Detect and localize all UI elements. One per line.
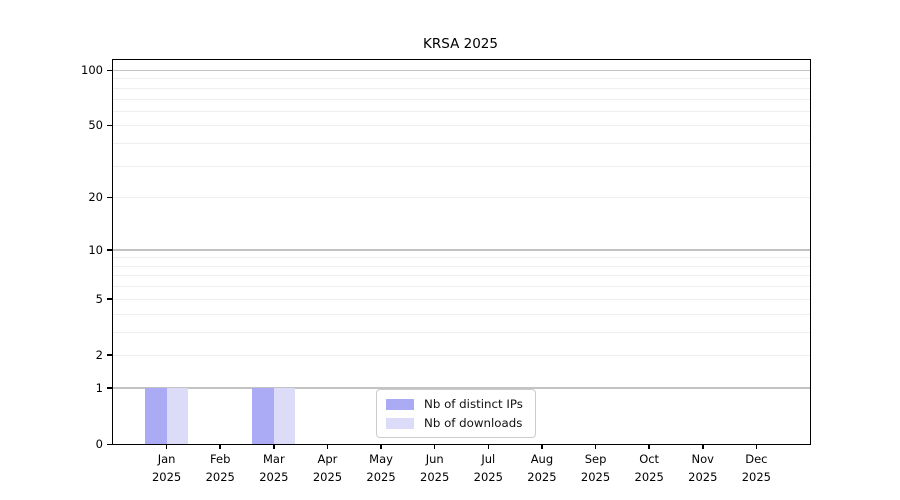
legend-swatch-distinct-ips [386,398,414,410]
year-label: 2025 [473,469,503,484]
bar-downloads [273,387,296,444]
month-label: Dec [745,452,768,466]
minor-gridline [113,257,810,259]
year-label: 2025 [634,469,664,484]
y-axis-tick-label: 10 [88,242,103,257]
major-gridline [113,69,810,71]
x-axis-tick [273,444,275,449]
x-axis-tick [648,444,650,449]
year-label: 2025 [312,469,343,484]
x-axis-tick-label: Aug 2025 [510,451,574,486]
legend-label-downloads: Nb of downloads [424,416,523,430]
month-label: Nov [691,452,714,466]
x-axis-tick-label: Oct 2025 [617,451,681,486]
month-label: Jan [157,452,176,466]
bar-distinct-ips [252,387,274,444]
minor-gridline [113,275,810,277]
month-label: Apr [317,452,338,466]
x-axis-tick [755,444,758,449]
x-axis-tick-label: Jul 2025 [456,451,520,486]
y-axis-tick [106,354,112,356]
x-axis-tick [219,444,221,449]
x-axis-tick-label: Jan 2025 [135,451,199,486]
year-label: 2025 [366,469,396,484]
major-gridline [113,249,810,251]
bar-distinct-ips [145,387,167,444]
x-axis-tick-label: Sep 2025 [564,451,628,486]
x-axis-tick-label: Apr 2025 [295,451,359,486]
month-label: Feb [210,452,231,466]
y-axis-tick-label: 100 [81,63,103,77]
year-label: 2025 [580,469,611,484]
year-label: 2025 [527,469,557,484]
chart-title: KRSA 2025 [423,36,498,52]
minor-gridline [113,197,810,199]
x-axis-tick-label: May 2025 [349,451,413,486]
month-label: Sep [584,452,607,466]
y-axis-tick [106,387,112,389]
minor-gridline [113,78,810,80]
x-axis-tick [165,444,168,449]
y-axis-tick [106,196,112,199]
bar-downloads [166,387,189,444]
year-label: 2025 [688,469,718,484]
minor-gridline [113,331,810,333]
month-label: Jun [425,452,444,466]
y-axis-tick [106,249,112,251]
x-axis-tick-label: Nov 2025 [671,451,735,486]
plot-area: Nb of distinct IPs Nb of downloads 0 1 2 5 1… [81,59,811,484]
month-label: Mar [262,452,285,466]
legend-item-downloads: Nb of downloads [386,416,523,430]
minor-gridline [113,143,810,145]
minor-gridline [113,165,810,167]
major-gridline [113,387,810,389]
x-axis-tick-label: Dec 2025 [724,451,788,486]
month-label: May [369,452,393,466]
x-axis-tick-label: Jun 2025 [403,451,467,486]
x-axis-tick [380,444,382,449]
year-label: 2025 [151,469,182,484]
minor-gridline [113,110,810,112]
y-axis-tick [106,298,112,300]
month-label: Aug [530,452,554,466]
y-axis-tick-label: 1 [95,380,103,395]
x-axis-tick [433,444,436,449]
y-axis-tick [106,443,112,445]
legend-label-distinct-ips: Nb of distinct IPs [424,397,523,411]
year-label: 2025 [741,469,772,484]
x-axis-tick-label: Mar 2025 [242,451,306,486]
month-label: Jul [481,452,496,466]
x-axis-tick [594,444,597,449]
minor-gridline [113,98,810,100]
x-axis-tick [326,444,329,449]
y-axis-tick-label: 20 [88,190,103,205]
minor-gridline [113,298,810,300]
x-axis-tick [487,444,490,449]
minor-gridline [113,313,810,315]
y-axis-tick-label: 50 [88,118,103,133]
minor-gridline [113,87,810,89]
minor-gridline [113,354,810,356]
y-axis-tick-label: 0 [95,437,103,451]
x-axis-tick [702,444,704,449]
y-axis-tick-label: 2 [95,347,103,362]
x-axis-tick [541,444,543,449]
month-label: Oct [639,452,660,466]
y-axis-tick [106,69,112,71]
minor-gridline [113,265,810,267]
y-axis-tick [106,124,112,127]
legend-item-distinct-ips: Nb of distinct IPs [386,397,523,411]
minor-gridline [113,125,810,127]
legend-swatch-downloads [386,417,414,429]
x-axis-tick-label: Feb 2025 [188,451,252,486]
year-label: 2025 [420,469,450,484]
year-label: 2025 [205,469,235,484]
legend: Nb of distinct IPs Nb of downloads [376,389,536,438]
year-label: 2025 [259,469,289,484]
minor-gridline [113,286,810,288]
y-axis-tick-label: 5 [95,291,103,306]
